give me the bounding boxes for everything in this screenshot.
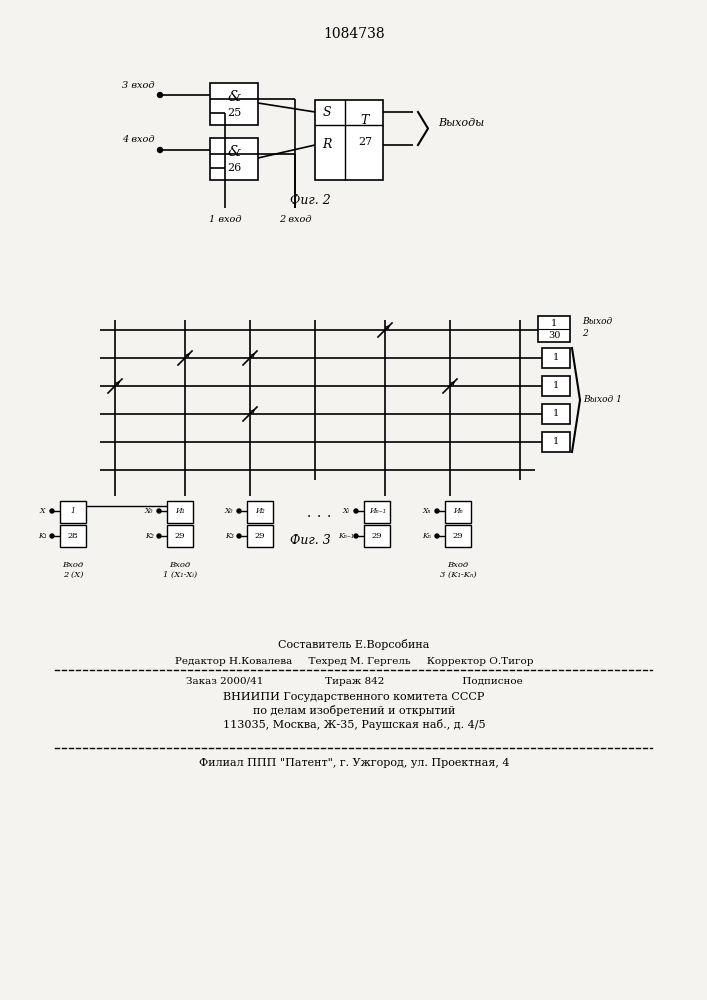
Text: Xᵢ: Xᵢ	[343, 507, 349, 515]
Text: Xₙ: Xₙ	[423, 507, 431, 515]
Bar	[445, 525, 471, 547]
Bar	[315, 100, 383, 180]
Text: 30: 30	[548, 332, 560, 340]
Circle shape	[50, 534, 54, 538]
Text: Выход: Выход	[582, 318, 612, 326]
Text: Фиг. 2: Фиг. 2	[290, 194, 330, 207]
Bar	[167, 501, 193, 523]
Text: K₃: K₃	[225, 532, 233, 540]
Bar	[60, 501, 86, 523]
Text: Заказ 2000/41                   Тираж 842                        Подписное: Заказ 2000/41 Тираж 842 Подписное	[186, 678, 522, 686]
Text: 1 (X₁-Xᵢ): 1 (X₁-Xᵢ)	[163, 571, 197, 579]
Text: 4 вход: 4 вход	[122, 135, 154, 144]
Bar	[247, 501, 273, 523]
Circle shape	[354, 534, 358, 538]
Text: K₁: K₁	[37, 532, 47, 540]
Text: K₂: K₂	[145, 532, 153, 540]
Text: X₀: X₀	[225, 507, 233, 515]
Text: T: T	[361, 113, 369, 126]
Text: И₁: И₁	[175, 507, 185, 515]
Text: 1: 1	[553, 410, 559, 418]
Text: Фиг. 3: Фиг. 3	[290, 534, 330, 546]
Bar	[538, 316, 570, 342]
Text: 1: 1	[553, 354, 559, 362]
Text: 2 вход: 2 вход	[279, 216, 311, 225]
Text: И₂: И₂	[255, 507, 265, 515]
Text: 3 вход: 3 вход	[122, 81, 154, 90]
Text: ВНИИПИ Государственного комитета СССР: ВНИИПИ Государственного комитета СССР	[223, 692, 485, 702]
Text: Вход: Вход	[62, 561, 83, 569]
Text: Kₙ: Kₙ	[423, 532, 431, 540]
Circle shape	[435, 534, 439, 538]
Text: 1: 1	[553, 381, 559, 390]
Circle shape	[237, 534, 241, 538]
Circle shape	[354, 509, 358, 513]
Text: X: X	[40, 507, 45, 515]
Text: 28: 28	[68, 532, 78, 540]
Text: R: R	[322, 138, 332, 151]
Text: S: S	[322, 105, 332, 118]
Text: 2: 2	[582, 330, 588, 338]
Bar	[542, 348, 570, 368]
Text: &: &	[227, 145, 241, 159]
Text: .: .	[306, 506, 310, 520]
Bar	[542, 432, 570, 452]
Text: 29: 29	[372, 532, 382, 540]
Text: X₀: X₀	[145, 507, 153, 515]
Text: .: .	[327, 506, 331, 520]
Text: Иₙ₋₁: Иₙ₋₁	[368, 507, 385, 515]
Bar	[210, 83, 258, 125]
Text: 29: 29	[175, 532, 185, 540]
Bar	[542, 376, 570, 396]
Text: 3 (K₁-Kₙ): 3 (K₁-Kₙ)	[440, 571, 477, 579]
Text: 29: 29	[255, 532, 265, 540]
Text: Вход: Вход	[448, 561, 469, 569]
Bar	[542, 404, 570, 424]
Text: 1: 1	[553, 438, 559, 446]
Circle shape	[157, 534, 161, 538]
Text: 29: 29	[452, 532, 463, 540]
Text: Иₙ: Иₙ	[453, 507, 463, 515]
Circle shape	[50, 509, 54, 513]
Circle shape	[158, 93, 163, 98]
Text: &: &	[227, 90, 241, 104]
Bar	[167, 525, 193, 547]
Text: Выходы: Выходы	[438, 118, 484, 128]
Text: .: .	[316, 506, 321, 520]
Bar	[247, 525, 273, 547]
Text: 26: 26	[227, 163, 241, 173]
Text: 1 вход: 1 вход	[209, 216, 241, 225]
Bar	[445, 501, 471, 523]
Circle shape	[157, 509, 161, 513]
Bar	[210, 138, 258, 180]
Text: 1: 1	[551, 318, 557, 328]
Text: 25: 25	[227, 108, 241, 118]
Text: Составитель Е.Ворсобина: Составитель Е.Ворсобина	[279, 640, 430, 650]
Bar	[60, 525, 86, 547]
Text: 27: 27	[358, 137, 372, 147]
Text: 113035, Москва, Ж-35, Раушская наб., д. 4/5: 113035, Москва, Ж-35, Раушская наб., д. …	[223, 720, 485, 730]
Text: Редактор Н.Ковалева     Техред М. Гергель     Корректор О.Тигор: Редактор Н.Ковалева Техред М. Гергель Ко…	[175, 658, 533, 666]
Text: Вход: Вход	[170, 561, 191, 569]
Bar	[364, 501, 390, 523]
Text: 1: 1	[71, 507, 76, 515]
Circle shape	[435, 509, 439, 513]
Bar	[364, 525, 390, 547]
Text: Kₙ₋₁: Kₙ₋₁	[338, 532, 354, 540]
Text: Выход 1: Выход 1	[583, 395, 622, 404]
Circle shape	[158, 147, 163, 152]
Circle shape	[237, 509, 241, 513]
Text: по делам изобретений и открытий: по делам изобретений и открытий	[253, 706, 455, 716]
Text: Филиал ППП "Патент", г. Ужгород, ул. Проектная, 4: Филиал ППП "Патент", г. Ужгород, ул. Про…	[199, 758, 509, 768]
Text: 1084738: 1084738	[323, 27, 385, 41]
Text: 2 (X): 2 (X)	[63, 571, 83, 579]
